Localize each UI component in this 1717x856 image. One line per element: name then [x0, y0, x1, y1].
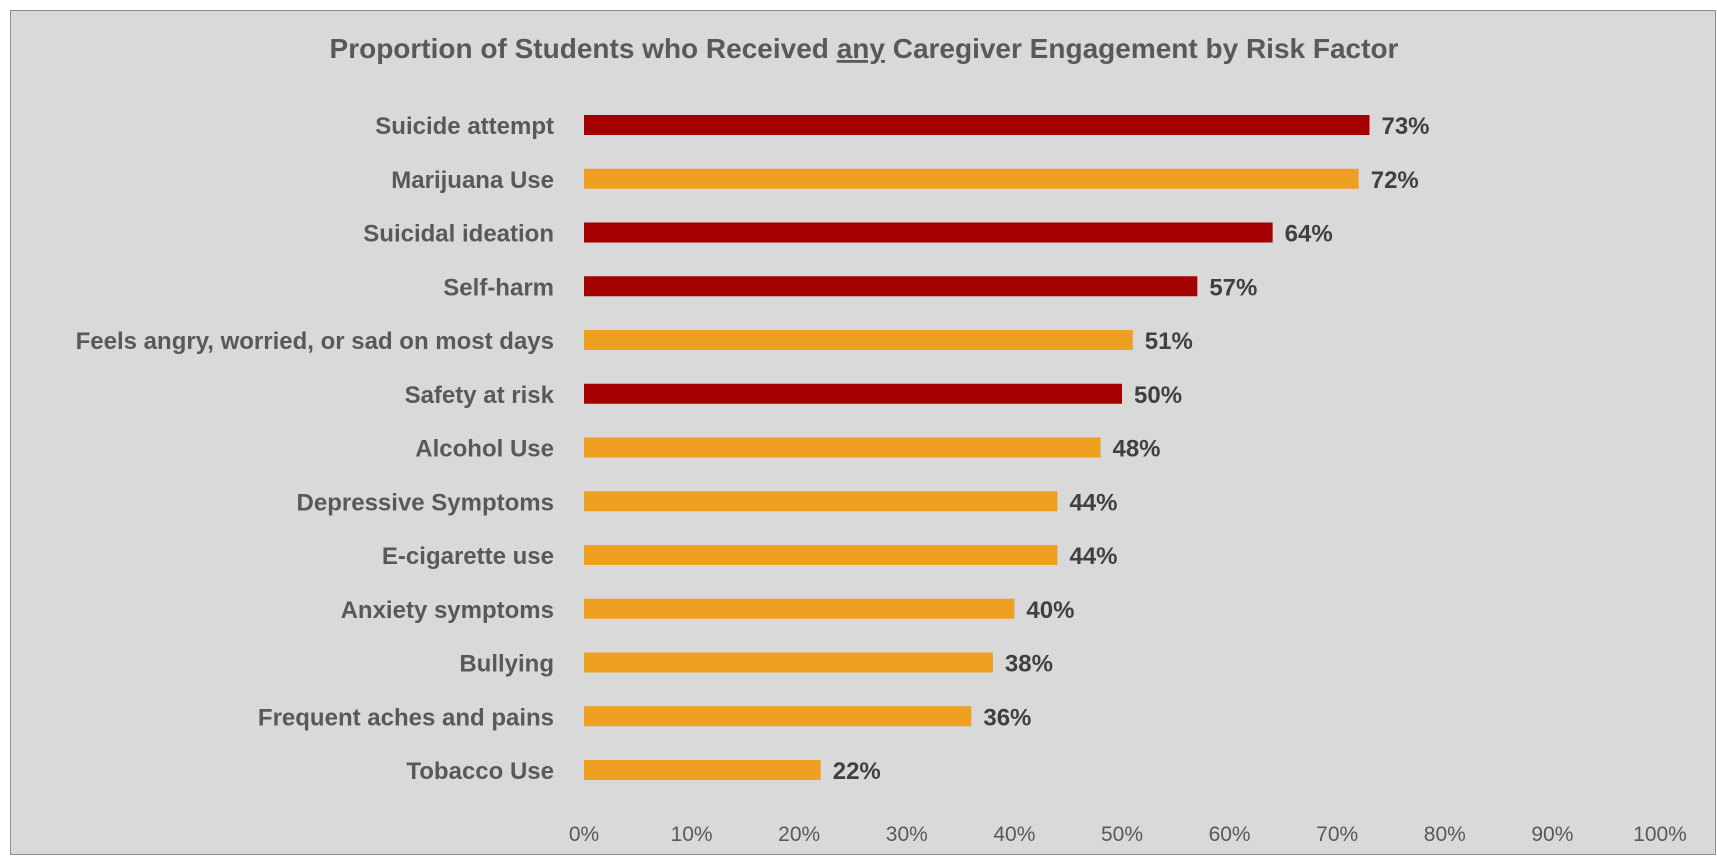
category-label: Marijuana Use: [391, 167, 554, 194]
data-label: 64%: [1285, 221, 1333, 248]
chart-title-part: Proportion of Students who Received: [330, 33, 837, 64]
bar: [584, 222, 1273, 243]
category-label: Bullying: [459, 651, 554, 678]
data-label: 72%: [1371, 167, 1419, 194]
bar: [584, 115, 1370, 135]
category-label: Suicidal ideation: [363, 221, 554, 248]
data-label: 38%: [1005, 651, 1053, 678]
x-tick-label: 60%: [1209, 823, 1251, 846]
data-label: 73%: [1381, 113, 1429, 140]
data-label: 44%: [1069, 489, 1117, 516]
data-label: 44%: [1069, 543, 1117, 570]
x-tick-label: 50%: [1101, 823, 1143, 846]
x-tick-label: 70%: [1316, 823, 1358, 846]
bar: [584, 383, 1122, 404]
bar: [584, 276, 1198, 297]
bar: [584, 598, 1015, 619]
x-tick-label: 90%: [1531, 823, 1573, 846]
data-label: 48%: [1112, 436, 1160, 463]
category-label: E-cigarette use: [382, 543, 554, 570]
x-tick-label: 100%: [1633, 823, 1687, 846]
category-label: Suicide attempt: [375, 113, 554, 140]
bar: [584, 545, 1058, 565]
bar: [584, 437, 1101, 458]
data-labels: 73% 72% 64% 57% 51% 50% 48% 44% 44% 40% 38% 36% 22%: [833, 113, 1430, 785]
category-labels: Suicide attempt Marijuana Use Suicidal ide…: [76, 113, 555, 785]
bar: [584, 168, 1359, 189]
data-label: 50%: [1134, 382, 1182, 409]
category-label: Safety at risk: [405, 382, 555, 409]
bar: [584, 491, 1058, 512]
bar: [584, 706, 972, 727]
bar: [584, 330, 1133, 350]
category-label: Tobacco Use: [406, 758, 554, 785]
x-tick-label: 30%: [886, 823, 928, 846]
category-label: Feels angry, worried, or sad on most day…: [76, 328, 554, 355]
x-tick-label: 0%: [569, 823, 599, 846]
x-tick-label: 10%: [671, 823, 713, 846]
data-label: 40%: [1026, 597, 1074, 624]
category-label: Frequent aches and pains: [258, 704, 554, 731]
x-tick-label: 20%: [778, 823, 820, 846]
category-label: Anxiety symptoms: [341, 597, 554, 624]
x-tick-label: 80%: [1424, 823, 1466, 846]
x-tick-label: 40%: [993, 823, 1035, 846]
bar: [584, 652, 993, 673]
bar-chart: Proportion of Students who Received any …: [76, 33, 1687, 846]
data-label: 36%: [983, 704, 1031, 731]
x-axis: 0% 10% 20% 30% 40% 50% 60% 70% 80% 90% 100%: [569, 823, 1687, 846]
bar: [584, 760, 821, 780]
data-label: 51%: [1145, 328, 1193, 355]
category-label: Depressive Symptoms: [297, 489, 554, 516]
data-label: 57%: [1209, 274, 1257, 301]
category-label: Alcohol Use: [415, 436, 554, 463]
chart-title-emphasis: any: [837, 33, 886, 64]
data-label: 22%: [833, 758, 881, 785]
chart-title: Proportion of Students who Received any …: [330, 33, 1399, 64]
chart-area: Proportion of Students who Received any …: [10, 10, 1716, 855]
category-label: Self-harm: [443, 274, 554, 301]
chart-title-part: Caregiver Engagement by Risk Factor: [885, 33, 1399, 64]
bars: [584, 115, 1370, 780]
